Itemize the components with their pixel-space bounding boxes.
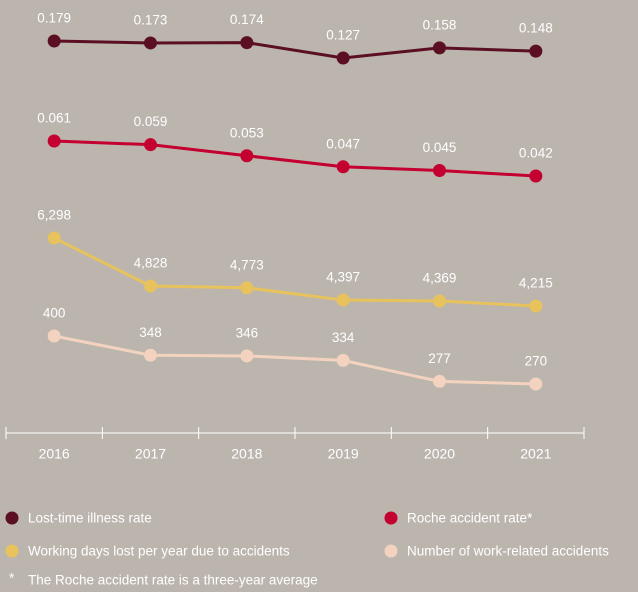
legend-swatch (384, 544, 398, 558)
legend-swatch (5, 544, 19, 558)
data-label: 0.061 (37, 111, 71, 126)
legend-label: Number of work-related accidents (407, 544, 609, 559)
data-label: 4,828 (134, 256, 168, 271)
legend-label: Lost-time illness rate (28, 511, 152, 526)
data-point (433, 41, 446, 55)
data-label: 0.045 (423, 140, 457, 155)
data-label: 0.173 (134, 13, 168, 28)
x-tick-label: 2019 (328, 446, 359, 462)
data-point (529, 169, 543, 183)
data-label: 4,773 (230, 257, 264, 272)
data-point (144, 279, 157, 293)
data-point (336, 160, 350, 174)
legend-label: Roche accident rate* (407, 511, 533, 526)
data-label: 0.047 (326, 136, 360, 151)
data-point (47, 134, 61, 148)
data-label: 4,397 (326, 270, 360, 285)
data-point (433, 163, 446, 177)
data-point (240, 349, 254, 363)
data-point (336, 353, 350, 367)
data-point (240, 281, 254, 295)
footnote-marker: * (9, 570, 15, 586)
data-label: 400 (43, 306, 66, 321)
data-label: 0.127 (326, 28, 360, 43)
data-label: 0.059 (134, 114, 168, 129)
legend-swatch (5, 511, 19, 525)
data-label: 277 (428, 351, 451, 366)
legend-label: Working days lost per year due to accide… (28, 544, 290, 559)
series-line (53, 236, 536, 308)
data-point (144, 138, 157, 152)
data-point (47, 231, 61, 245)
data-label: 0.179 (37, 11, 71, 26)
data-point (529, 44, 543, 58)
data-label: 346 (236, 326, 259, 341)
x-tick-label: 2016 (39, 446, 70, 462)
data-label: 270 (525, 354, 548, 369)
data-label: 0.053 (230, 125, 264, 140)
series-line (54, 139, 536, 178)
data-label: 4,369 (423, 271, 457, 286)
data-point (433, 374, 446, 388)
data-point (240, 149, 254, 163)
data-label: 334 (332, 330, 355, 345)
data-point (529, 299, 543, 313)
data-label: 0.148 (519, 21, 553, 36)
data-point (144, 348, 157, 362)
data-label: 348 (139, 325, 162, 340)
data-point (336, 293, 350, 307)
data-point (240, 36, 254, 50)
data-point (47, 34, 61, 48)
x-tick-label: 2017 (135, 446, 166, 462)
data-point (433, 294, 446, 308)
legend-swatch (384, 511, 398, 525)
data-label: 6,298 (37, 208, 71, 223)
data-label: 0.158 (423, 17, 457, 32)
data-label: 0.174 (230, 12, 264, 27)
x-tick-label: 2021 (520, 446, 551, 462)
data-point (529, 377, 543, 391)
data-label: 0.042 (519, 146, 553, 161)
series-line (54, 39, 536, 60)
x-tick-label: 2018 (231, 446, 262, 462)
footnote: The Roche accident rate is a three-year … (28, 573, 318, 588)
data-label: 4,215 (519, 276, 553, 291)
data-point (47, 329, 61, 343)
series-line (53, 334, 536, 386)
x-tick-label: 2020 (424, 446, 455, 462)
data-point (144, 36, 157, 50)
data-point (336, 51, 350, 65)
